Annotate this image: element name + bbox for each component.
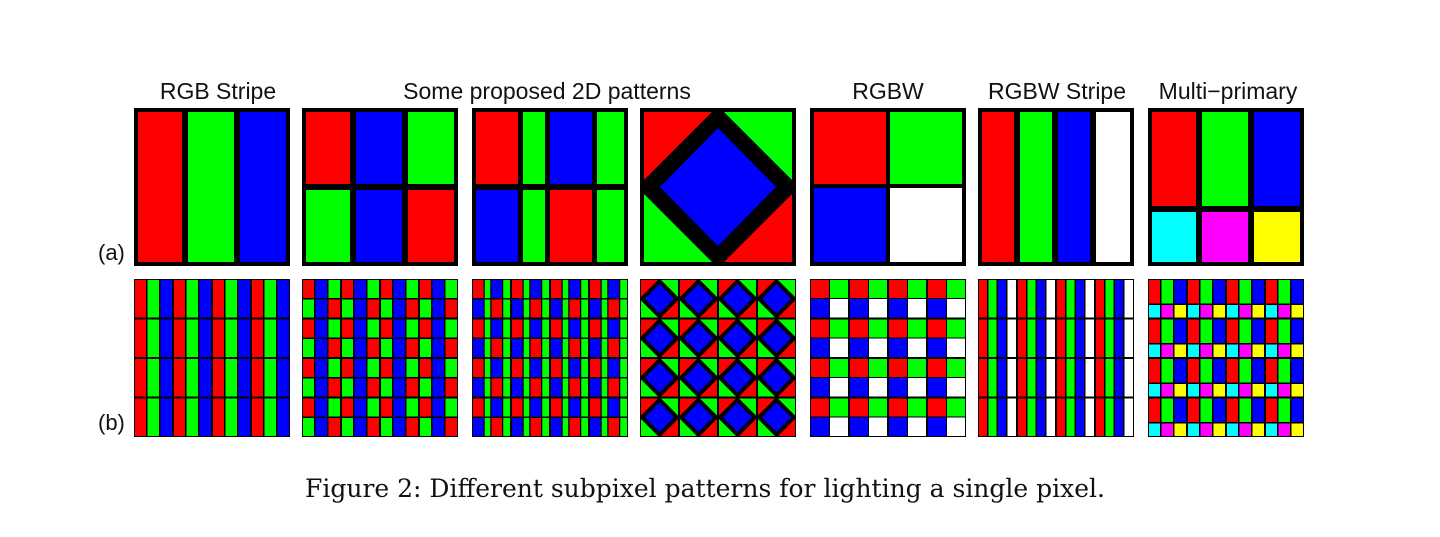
row-label-b: (b) — [98, 410, 125, 435]
array-2d-pattern-3 — [640, 279, 796, 437]
pixel-2d-pattern-3 — [640, 108, 796, 266]
figure-caption: Figure 2: Different subpixel patterns fo… — [305, 474, 1105, 503]
header-rgb-stripe: RGB Stripe — [159, 78, 277, 104]
pixel-multi-primary — [1148, 108, 1304, 266]
row-label-a: (a) — [98, 240, 125, 265]
array-multi-primary — [1148, 279, 1304, 437]
pixel-rgbw-stripe — [978, 108, 1134, 266]
pixel-rgb-stripe — [134, 108, 290, 266]
array-2d-pattern-2 — [472, 279, 628, 437]
pixel-2d-pattern-2 — [472, 108, 628, 266]
header-proposed-2d-patterns: Some proposed 2D patterns — [403, 78, 691, 104]
header-rgbw: RGBW — [852, 78, 924, 104]
array-rgbw-stripe — [978, 279, 1134, 437]
pixel-2d-pattern-1 — [302, 108, 458, 266]
array-rgbw — [810, 279, 966, 437]
array-rgb-stripe — [134, 279, 290, 437]
array-2d-pattern-1 — [302, 279, 458, 437]
pixel-rgbw — [810, 108, 966, 266]
header-rgbw-stripe: RGBW Stripe — [987, 78, 1127, 104]
header-multi-primary: Multi−primary — [1158, 78, 1298, 104]
